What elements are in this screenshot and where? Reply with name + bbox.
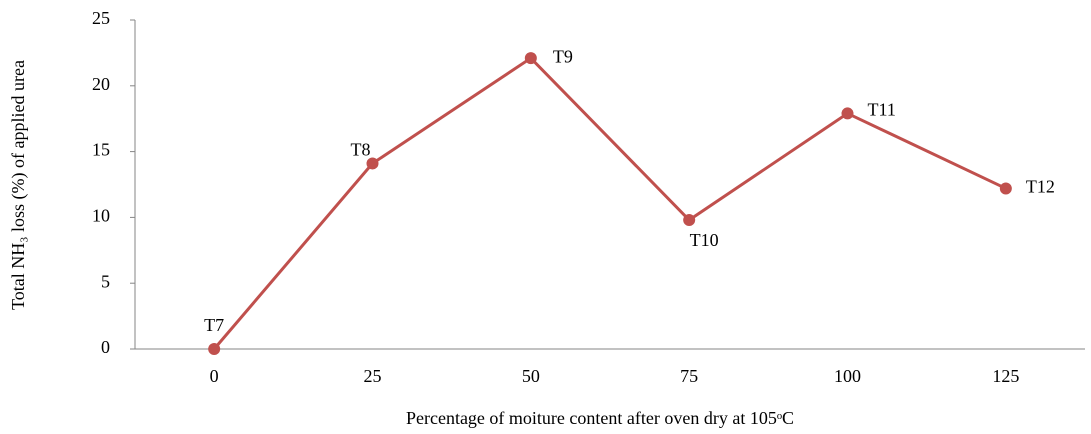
y-axis-title: Total NH₃ loss (%) of applied urea (8, 60, 29, 310)
point-label: T10 (690, 230, 719, 250)
x-tick-label: 50 (522, 366, 540, 386)
point (366, 157, 379, 170)
y-tick-label: 5 (101, 271, 110, 291)
x-tick-label: 125 (992, 366, 1019, 386)
x-tick-label: 100 (834, 366, 861, 386)
x-tick-label: 25 (364, 366, 382, 386)
point (999, 182, 1012, 195)
y-tick-label: 25 (92, 8, 110, 28)
point (683, 214, 696, 227)
point (524, 52, 537, 65)
y-tick-label: 0 (101, 337, 110, 357)
y-tick-label: 20 (92, 74, 110, 94)
x-axis-title: Percentage of moiture content after oven… (406, 408, 794, 428)
point-label: T7 (204, 315, 224, 335)
series-line (213, 56, 1007, 350)
x-tick-label: 75 (680, 366, 698, 386)
point-label: T11 (868, 100, 896, 120)
x-tick-label: 0 (210, 366, 219, 386)
y-tick-label: 15 (92, 140, 110, 160)
point (208, 343, 221, 355)
point-label: T9 (553, 46, 573, 66)
point (841, 107, 854, 120)
point-label: T12 (1026, 177, 1055, 197)
y-tick-label: 10 (92, 206, 110, 226)
point-label: T8 (351, 140, 371, 160)
